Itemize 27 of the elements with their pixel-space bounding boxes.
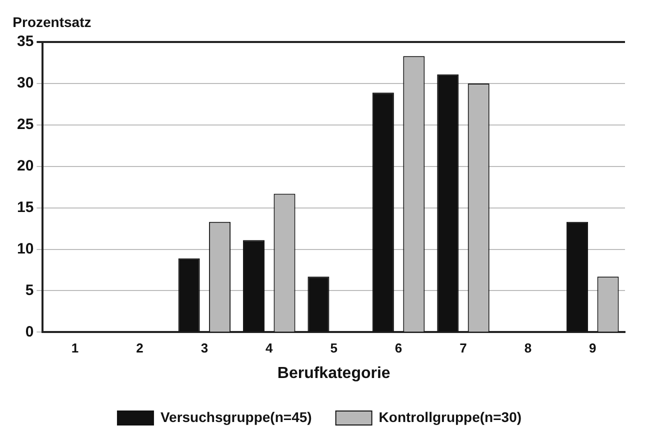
y-tick-label: 35: [16, 33, 34, 50]
y-tick-label: 25: [16, 116, 34, 134]
x-tick-label: 4: [266, 340, 274, 356]
y-tick-label: 20: [16, 158, 34, 175]
bar: [372, 92, 394, 332]
x-tick-label: 7: [460, 340, 467, 356]
bar: [308, 276, 330, 332]
legend-label: Kontrollgruppe(n=30): [378, 408, 522, 425]
bar: [566, 222, 588, 332]
x-axis-title: Berufkategorie: [277, 364, 390, 382]
legend-label: Versuchsgruppe(n=45): [160, 408, 312, 425]
x-tick-label: 2: [136, 340, 144, 356]
x-tick-label: 3: [200, 340, 208, 356]
bar: [243, 240, 265, 332]
y-axis-title: Prozentsatz: [12, 14, 92, 30]
x-tick-label: 6: [394, 340, 402, 356]
x-tick-label: 9: [589, 340, 596, 356]
bar: [437, 74, 459, 332]
bar: [178, 258, 200, 332]
x-tick-label: 1: [71, 340, 79, 356]
y-tick-label: 0: [25, 323, 34, 340]
y-tick-label: 10: [16, 240, 34, 258]
y-tick-label: 15: [16, 198, 34, 216]
x-tick-label: 5: [330, 340, 338, 356]
x-tick-label: 8: [524, 340, 532, 356]
y-tick-label: 30: [16, 74, 34, 92]
y-tick-label: 5: [25, 282, 34, 299]
